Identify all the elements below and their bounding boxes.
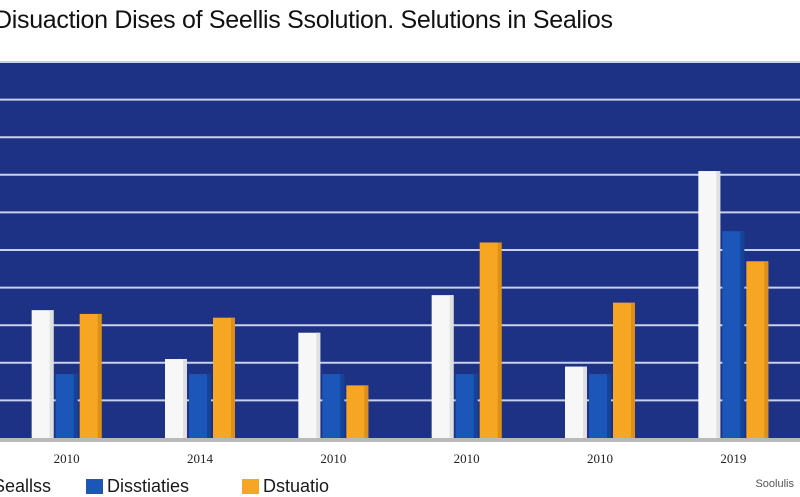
bar	[165, 359, 187, 438]
bar	[213, 317, 235, 438]
bar	[698, 171, 721, 439]
bar-shade	[207, 374, 211, 438]
bar-shade	[97, 313, 102, 438]
bar	[746, 261, 769, 438]
bar-shade	[716, 171, 721, 439]
bar-shade	[764, 261, 769, 438]
bar-shade	[316, 332, 321, 438]
x-tick-label: 2019	[720, 451, 746, 466]
bar	[298, 332, 321, 438]
bar	[55, 374, 78, 438]
x-tick-label: 2014	[187, 451, 214, 466]
x-tick-label: 2010	[587, 451, 613, 466]
bar	[613, 302, 635, 438]
bar	[79, 313, 102, 438]
bar-shade	[607, 374, 611, 438]
bar-shade	[340, 374, 345, 438]
chart-legend: Seallss Disstiaties Dstuatio	[0, 476, 800, 496]
bar	[589, 374, 611, 438]
legend-swatch-dstuatio	[242, 479, 259, 494]
bar	[322, 374, 345, 438]
x-tick-label: 2010	[320, 451, 346, 466]
legend-item-seallss: Seallss	[0, 476, 51, 497]
bar	[479, 242, 502, 438]
bar	[565, 366, 587, 438]
bar	[346, 385, 369, 438]
bar-shade	[49, 310, 54, 438]
bar	[189, 374, 211, 438]
bar-shade	[583, 366, 587, 438]
bar-shade	[497, 242, 502, 438]
legend-item-disstiaties: Disstiaties	[86, 476, 189, 497]
credit-text: Soolulis	[755, 478, 794, 490]
x-axis-baseline	[0, 438, 800, 442]
bar	[722, 231, 745, 438]
x-tick-label: 2010	[454, 451, 480, 466]
legend-label: Disstiaties	[107, 476, 190, 496]
legend-label: Seallss	[0, 476, 52, 496]
chart-title: Disuaction Dises of Seellis Ssolution. S…	[0, 6, 613, 34]
bar-chart: 2010 2014 2010 2010 2010 2019	[0, 61, 800, 466]
bar-shade	[364, 385, 369, 438]
bar-shade	[73, 374, 78, 438]
legend-label: Dstuatio	[263, 476, 330, 496]
x-tick-label: 2010	[54, 451, 80, 466]
bar-shade	[449, 295, 454, 438]
bar-shade	[631, 302, 635, 438]
legend-item-dstuatio: Dstuatio	[242, 476, 329, 497]
bar	[31, 310, 54, 438]
bar-shade	[473, 374, 478, 438]
legend-swatch-disstiaties	[86, 479, 103, 494]
bar	[431, 295, 454, 438]
bar-shade	[740, 231, 745, 438]
bar-shade	[183, 359, 187, 438]
bar-shade	[231, 317, 235, 438]
bar	[455, 374, 478, 438]
